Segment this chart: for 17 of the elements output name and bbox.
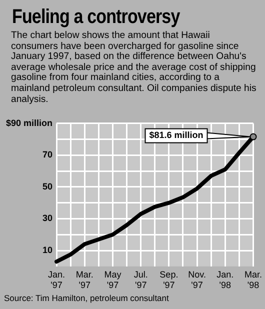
- y-tick-label: 50: [42, 181, 53, 192]
- x-tick-label: May '97: [104, 269, 122, 290]
- y-tick-label: 30: [42, 213, 53, 224]
- y-tick-label: 70: [42, 150, 53, 160]
- annotation: $81.6 million: [149, 130, 204, 140]
- x-tick-label: Nov. '97: [188, 269, 206, 290]
- x-tick-label: Mar. '97: [76, 269, 94, 290]
- x-tick-label: Jul. '97: [134, 269, 148, 290]
- y-tick-label: $90 million: [6, 118, 53, 128]
- x-tick-label: Mar. '98: [244, 269, 262, 290]
- source-note: Source: Tim Hamilton, petroleum consultant: [4, 293, 169, 303]
- chart-subtitle: The chart below shows the amount that Hawaii consumers have been overcharged for gasoline since January 1997, based on the difference between Oahu's average wholesale price and the average cost of shipping gasoline from four mainland cities, according to a mainland petroleum consultant. Oil companies dispute his analysis.: [11, 30, 258, 106]
- x-tick-label: Jan. '97: [48, 269, 66, 290]
- chart-title: Fueling a controversy: [12, 6, 181, 29]
- x-tick-label: Jan. '98: [216, 269, 234, 290]
- y-tick-label: 10: [42, 244, 53, 255]
- x-tick-label: Sep. '97: [160, 269, 178, 290]
